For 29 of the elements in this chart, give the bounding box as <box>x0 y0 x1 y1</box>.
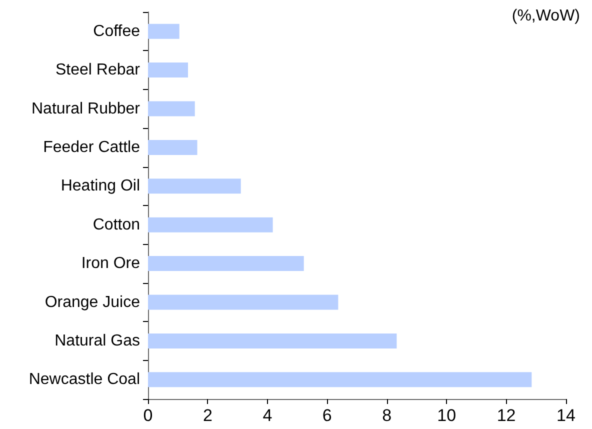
x-tick-label: 4 <box>262 406 272 425</box>
bar <box>148 178 241 194</box>
bar <box>148 294 338 310</box>
bar <box>148 256 304 272</box>
bar <box>148 333 397 348</box>
x-tick-label: 8 <box>382 406 392 425</box>
x-tick-label: 6 <box>322 406 332 425</box>
x-tick-label: 10 <box>437 406 456 425</box>
y-tick-label: Natural Rubber <box>32 100 141 118</box>
x-tick-label: 2 <box>202 406 212 425</box>
y-tick-label: Natural Gas <box>54 332 140 350</box>
y-tick-label: Heating Oil <box>60 178 140 195</box>
bar <box>148 24 180 39</box>
bar <box>148 217 273 232</box>
y-tick-label: Feeder Cattle <box>43 138 140 156</box>
bar <box>148 140 198 155</box>
bar <box>148 101 195 116</box>
y-tick-label: Orange Juice <box>44 294 140 311</box>
y-tick-label: Steel Rebar <box>56 62 141 79</box>
x-tick-label: 14 <box>556 406 576 425</box>
y-tick-label: Iron Ore <box>81 255 140 272</box>
bar <box>148 62 188 78</box>
y-tick-label: Newcastle Coal <box>28 371 140 388</box>
bar <box>148 372 532 388</box>
x-tick-label: 0 <box>143 406 153 425</box>
y-tick-label: Cotton <box>92 216 140 234</box>
y-tick-label: Coffee <box>93 22 140 40</box>
x-tick-label: 12 <box>496 406 516 425</box>
annotation: (%,WoW) <box>512 8 580 24</box>
